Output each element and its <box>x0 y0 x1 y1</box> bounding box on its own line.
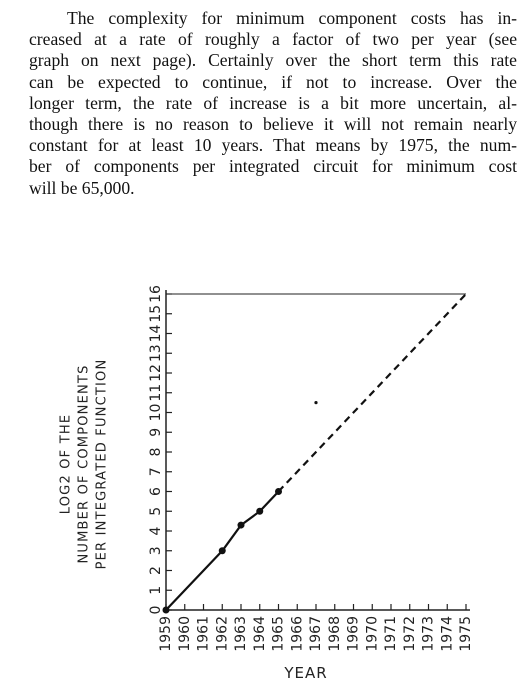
y-tick-label: 8 <box>148 448 164 457</box>
x-tick-label: 1965 <box>271 616 287 652</box>
x-tick-label: 1969 <box>346 616 362 652</box>
data-point <box>218 547 226 555</box>
y-tick-label: 13 <box>148 344 164 362</box>
y-axis-label: PER INTEGRATED FUNCTION <box>95 359 110 570</box>
x-tick-label: 1970 <box>364 616 380 652</box>
y-axis-label: LOG2 OF THE <box>59 414 74 514</box>
stray-point <box>314 401 318 405</box>
y-tick-label: 14 <box>148 325 164 343</box>
data-point <box>256 507 264 515</box>
body-paragraph: The complexity for minimum component cos… <box>29 8 517 199</box>
x-tick-label: 1959 <box>158 616 174 652</box>
x-axis-label: YEAR <box>283 664 327 682</box>
paragraph-line: The complexity for minimum component cos… <box>67 8 517 28</box>
x-tick-label: 1964 <box>252 616 268 652</box>
y-tick-label: 11 <box>148 384 164 402</box>
x-tick-label: 1974 <box>439 616 455 652</box>
data-point <box>162 606 170 614</box>
paragraph-line: can be expected to continue, if not to i… <box>29 71 517 92</box>
paragraph-line: creased at a rate of roughly a factor of… <box>29 29 517 50</box>
x-tick-label: 1961 <box>196 616 212 652</box>
x-tick-label: 1975 <box>458 616 474 652</box>
y-axis-label: NUMBER OF COMPONENTS <box>77 364 92 563</box>
y-tick-label: 16 <box>148 285 164 303</box>
x-tick-label: 1963 <box>233 616 249 652</box>
y-tick-label: 10 <box>148 404 164 422</box>
y-tick-label: 3 <box>148 546 164 555</box>
x-tick-label: 1967 <box>308 616 324 652</box>
y-tick-label: 5 <box>148 507 164 516</box>
x-tick-label: 1960 <box>177 616 193 652</box>
y-tick-label: 1 <box>148 586 164 595</box>
x-tick-label: 1971 <box>383 616 399 652</box>
y-tick-label: 2 <box>148 566 164 575</box>
y-tick-label: 15 <box>148 305 164 323</box>
y-tick-label: 7 <box>148 467 164 476</box>
x-tick-label: 1968 <box>327 616 343 652</box>
y-tick-label: 4 <box>148 526 164 535</box>
data-point <box>237 521 245 529</box>
x-tick-label: 1966 <box>289 616 305 652</box>
x-tick-label: 1962 <box>214 616 230 652</box>
paragraph-line: will be 65,000. <box>29 177 135 198</box>
y-tick-label: 9 <box>148 428 164 437</box>
paragraph-line: though there is no reason to believe it … <box>29 114 517 135</box>
paragraph-line: constant for at least 10 years. That mea… <box>29 135 517 156</box>
paragraph-line: graph on next page). Certainly over the … <box>29 50 517 71</box>
extrapolation-line <box>277 293 467 493</box>
y-tick-label: 0 <box>148 606 164 615</box>
paragraph-line: ber of components per integrated circuit… <box>29 156 517 177</box>
x-tick-label: 1972 <box>402 616 418 652</box>
paragraph-line: longer term, the rate of increase is a b… <box>29 92 517 113</box>
x-tick-label: 1973 <box>421 616 437 652</box>
y-tick-label: 12 <box>148 364 164 382</box>
y-tick-label: 6 <box>148 487 164 496</box>
